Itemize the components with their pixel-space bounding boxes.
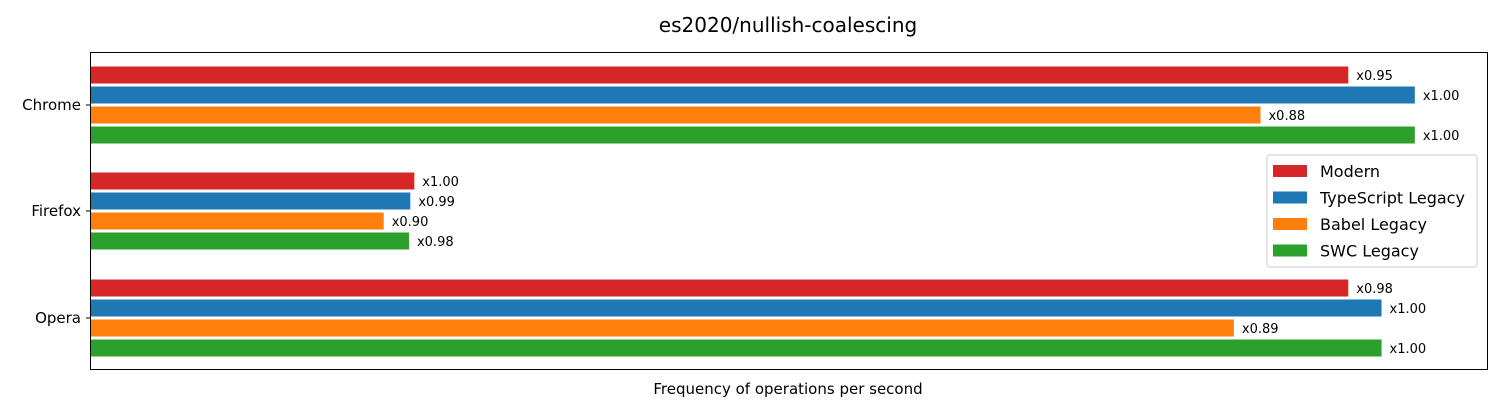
data-label: x0.98 [417,235,454,250]
x-axis-label: Frequency of operations per second [653,380,922,398]
data-label: x0.95 [1356,69,1393,84]
legend-swatch [1273,191,1307,204]
bar [91,319,1234,337]
legend-label: SWC Legacy [1320,242,1419,261]
bar [91,106,1261,124]
bar [91,299,1382,317]
data-label: x0.98 [1356,282,1393,297]
data-label: x0.88 [1268,109,1305,124]
bar [91,212,384,230]
legend-label: Babel Legacy [1320,215,1427,234]
bar [91,66,1349,84]
bar [91,172,415,190]
y-axis: Chrome Firefox Opera [22,96,91,327]
data-label: x0.89 [1242,322,1279,337]
bars-group [91,66,1415,357]
y-tick-label: Chrome [22,96,81,114]
bar [91,192,411,210]
legend-swatch [1273,244,1307,257]
y-tick-label: Firefox [31,202,81,220]
y-tick-label: Opera [35,309,81,327]
bar [91,232,409,250]
data-label: x1.00 [1423,129,1460,144]
data-label: x0.90 [392,215,429,230]
bar [91,126,1415,144]
data-label: x1.00 [1390,342,1427,357]
data-label: x0.99 [418,195,455,210]
bar [91,339,1382,357]
legend-box [1266,154,1478,268]
data-label: x1.00 [1390,302,1427,317]
bar [91,279,1349,297]
legend: Modern TypeScript Legacy Babel Legacy SWC L… [1266,154,1478,268]
legend-swatch [1273,218,1307,230]
legend-swatch [1273,165,1307,177]
data-labels-group: x0.95 x1.00 x0.88 x1.00 x1.00 x0.99 x0.90 x0.98… [392,69,1460,357]
bar [91,86,1415,104]
chart-title: es2020/nullish-coalescing [659,13,917,37]
data-label: x1.00 [422,175,459,190]
legend-label: TypeScript Legacy [1319,189,1465,208]
data-label: x1.00 [1423,89,1460,104]
legend-label: Modern [1320,162,1380,181]
